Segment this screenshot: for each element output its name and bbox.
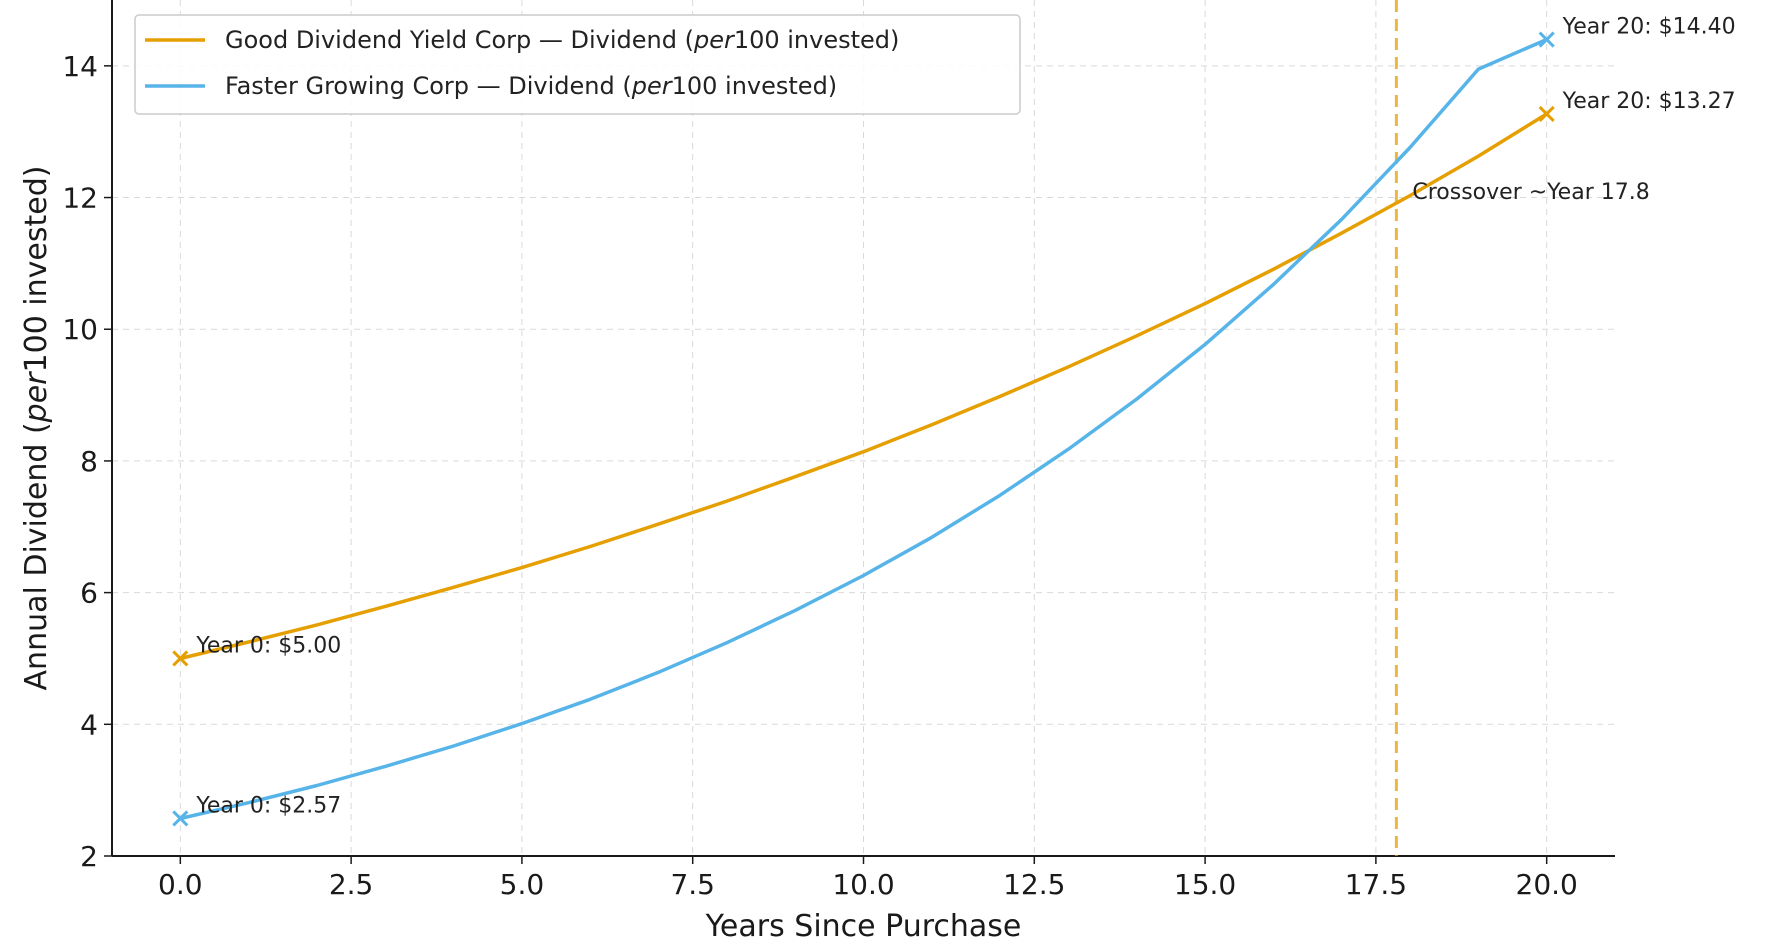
y-axis-title-part1: Annual Dividend ( [19, 422, 54, 690]
x-axis-title: Years Since Purchase [705, 909, 1022, 944]
x-tick-label: 12.5 [1003, 868, 1065, 901]
y-ticks: 2 4 6 8 10 12 14 [62, 50, 112, 873]
series [179, 37, 1548, 821]
x-tick-label: 0.0 [158, 868, 203, 901]
x-tick-label: 10.0 [832, 868, 894, 901]
legend-label-faster-growing: Faster Growing Corp — Dividend (per100 i… [225, 72, 837, 100]
x-tick-label: 2.5 [329, 868, 374, 901]
x-tick-label: 15.0 [1174, 868, 1236, 901]
x-tick-label: 20.0 [1516, 868, 1578, 901]
y-axis-title-part3: 100 invested) [19, 166, 54, 373]
y-axis-title: Annual Dividend (per100 invested) [19, 166, 54, 691]
x-tick-label: 5.0 [500, 868, 545, 901]
endpoint-marker [1538, 105, 1555, 122]
endpoint-label: Year 0: $2.57 [195, 793, 341, 818]
legend-box [134, 14, 1021, 115]
crossover-label: Crossover ~Year 17.8 [1412, 180, 1649, 205]
y-tick-label: 8 [80, 445, 98, 478]
endpoint-label: Year 20: $14.40 [1562, 15, 1736, 40]
y-tick-label: 6 [80, 577, 98, 610]
legend: Good Dividend Yield Corp — Dividend (per… [134, 14, 1021, 115]
x-tick-label: 7.5 [670, 868, 715, 901]
endpoint-label: Year 20: $13.27 [1562, 89, 1736, 114]
series-line-1 [179, 37, 1548, 821]
x-tick-label: 17.5 [1345, 868, 1407, 901]
y-tick-label: 2 [80, 840, 98, 873]
y-axis-title-part2: per [19, 371, 54, 424]
endpoint-label: Year 0: $5.00 [195, 633, 341, 658]
y-tick-label: 12 [62, 182, 98, 215]
annotations: Year 0: $5.00 Year 0: $2.57 Year 20: $13.2… [172, 15, 1736, 827]
grid [112, 0, 1615, 857]
series-line-0 [179, 112, 1548, 661]
endpoint-marker [172, 810, 189, 827]
endpoint-marker [1538, 31, 1555, 48]
y-tick-label: 14 [62, 50, 98, 83]
endpoint-marker [172, 650, 189, 667]
x-ticks: 0.0 2.5 5.0 7.5 10.0 12.5 15.0 17.5 20.0 [158, 856, 1578, 901]
y-tick-label: 10 [62, 313, 98, 346]
y-tick-label: 4 [80, 708, 98, 741]
legend-label-good-dividend: Good Dividend Yield Corp — Dividend (per… [225, 26, 899, 54]
